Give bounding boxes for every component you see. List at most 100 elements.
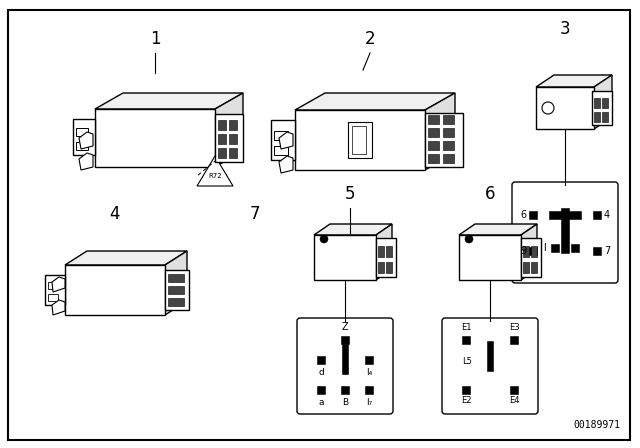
Text: 6: 6 [520,210,526,220]
Bar [531,262,537,273]
Bar [536,87,594,129]
Text: 00189971: 00189971 [573,420,620,430]
Text: E1: E1 [461,323,471,332]
Polygon shape [376,224,392,280]
Bar [378,262,384,273]
Bar [352,126,366,154]
Bar [443,128,454,137]
Polygon shape [459,224,537,235]
Bar [510,386,518,394]
Text: l₇: l₇ [366,398,372,407]
Text: 5: 5 [345,185,355,203]
Polygon shape [536,75,612,87]
Text: 2: 2 [365,30,375,48]
Bar [168,298,184,306]
Text: E4: E4 [509,396,519,405]
Bar [592,91,612,125]
Polygon shape [197,156,233,186]
Bar [487,341,493,371]
Bar [551,244,559,252]
Text: a: a [318,398,324,407]
Bar [48,294,58,301]
Bar [218,134,226,144]
Bar [523,246,529,257]
Bar [549,211,581,219]
Text: 4: 4 [604,210,610,220]
Bar [521,238,541,277]
Text: E3: E3 [509,323,519,332]
Polygon shape [95,93,243,109]
Bar [376,238,396,277]
Circle shape [320,235,328,243]
Bar [531,246,537,257]
Bar [65,265,165,315]
Bar [593,211,601,219]
Text: l: l [543,243,547,253]
Bar [425,113,463,167]
Bar [510,336,518,344]
Bar [428,154,439,163]
Bar [459,235,521,280]
Text: l₄: l₄ [366,368,372,377]
Bar [462,336,470,344]
Bar [314,235,376,280]
Bar [45,275,65,305]
Bar [229,120,237,130]
Bar [443,115,454,124]
Bar [428,128,439,137]
Bar [218,120,226,130]
Polygon shape [79,132,93,149]
Bar [443,141,454,150]
FancyBboxPatch shape [442,318,538,414]
Bar [274,146,288,155]
Text: 6: 6 [484,185,495,203]
Bar [593,247,601,255]
Polygon shape [594,75,612,129]
Bar [76,128,88,136]
Bar [428,115,439,124]
Bar [271,120,295,160]
Bar [594,98,600,108]
Bar [602,112,608,122]
Text: 1: 1 [150,30,160,48]
Bar [342,344,348,374]
Text: B: B [342,398,348,407]
Bar [529,211,537,219]
Bar [317,386,325,394]
Text: L5: L5 [462,357,472,366]
Text: 3: 3 [560,20,570,38]
Bar [317,356,325,364]
Polygon shape [279,132,293,149]
Bar [561,208,569,253]
Text: Z: Z [342,322,348,332]
Bar [341,386,349,394]
Polygon shape [295,93,455,110]
Polygon shape [52,277,65,292]
Polygon shape [521,224,537,280]
Bar [462,386,470,394]
Bar [443,154,454,163]
Text: R72: R72 [208,173,222,179]
Bar [215,114,243,162]
Bar [274,131,288,140]
Bar [168,274,184,282]
Bar [229,134,237,144]
Bar [386,262,392,273]
FancyBboxPatch shape [297,318,393,414]
Bar [295,110,425,170]
Polygon shape [314,224,392,235]
Bar [76,142,88,150]
Bar [168,286,184,294]
Polygon shape [165,251,187,315]
Bar [165,270,189,310]
Bar [95,109,215,167]
Text: T: T [342,368,348,377]
Bar [218,148,226,158]
FancyBboxPatch shape [512,182,618,283]
Bar [73,119,95,155]
Polygon shape [79,153,93,170]
Bar [594,112,600,122]
Bar [341,336,349,344]
Bar [428,141,439,150]
Text: E2: E2 [461,396,471,405]
